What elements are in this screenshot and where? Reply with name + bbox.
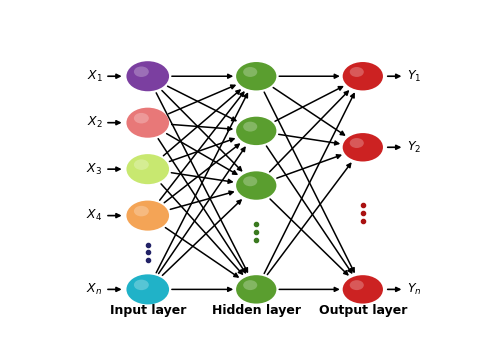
Circle shape [342, 133, 383, 161]
Circle shape [236, 275, 277, 304]
Circle shape [236, 117, 277, 145]
Circle shape [134, 206, 149, 216]
Circle shape [126, 154, 169, 184]
Circle shape [126, 61, 169, 91]
Text: $X_{1}$: $X_{1}$ [86, 69, 102, 84]
Circle shape [342, 62, 383, 90]
Text: $Y_{1}$: $Y_{1}$ [407, 69, 422, 84]
Circle shape [350, 280, 364, 290]
Text: $X_{2}$: $X_{2}$ [86, 115, 102, 130]
Circle shape [350, 138, 364, 148]
Circle shape [236, 171, 277, 200]
Circle shape [126, 108, 169, 138]
Text: Output layer: Output layer [318, 304, 407, 317]
Circle shape [243, 280, 258, 290]
Text: $X_{4}$: $X_{4}$ [86, 208, 102, 223]
Circle shape [134, 159, 149, 170]
Circle shape [350, 67, 364, 77]
Text: $Y_{2}$: $Y_{2}$ [407, 140, 421, 155]
Circle shape [126, 274, 169, 304]
Circle shape [243, 122, 258, 132]
Circle shape [126, 201, 169, 231]
Circle shape [243, 176, 258, 186]
Circle shape [236, 62, 277, 90]
Text: $X_{n}$: $X_{n}$ [86, 282, 102, 297]
Circle shape [243, 67, 258, 77]
Circle shape [134, 113, 149, 123]
Circle shape [134, 279, 149, 290]
Text: $X_{3}$: $X_{3}$ [86, 161, 102, 177]
Circle shape [134, 67, 149, 77]
Text: Hidden layer: Hidden layer [212, 304, 301, 317]
Text: Input layer: Input layer [110, 304, 186, 317]
Circle shape [342, 275, 383, 304]
Text: $Y_{n}$: $Y_{n}$ [407, 282, 422, 297]
